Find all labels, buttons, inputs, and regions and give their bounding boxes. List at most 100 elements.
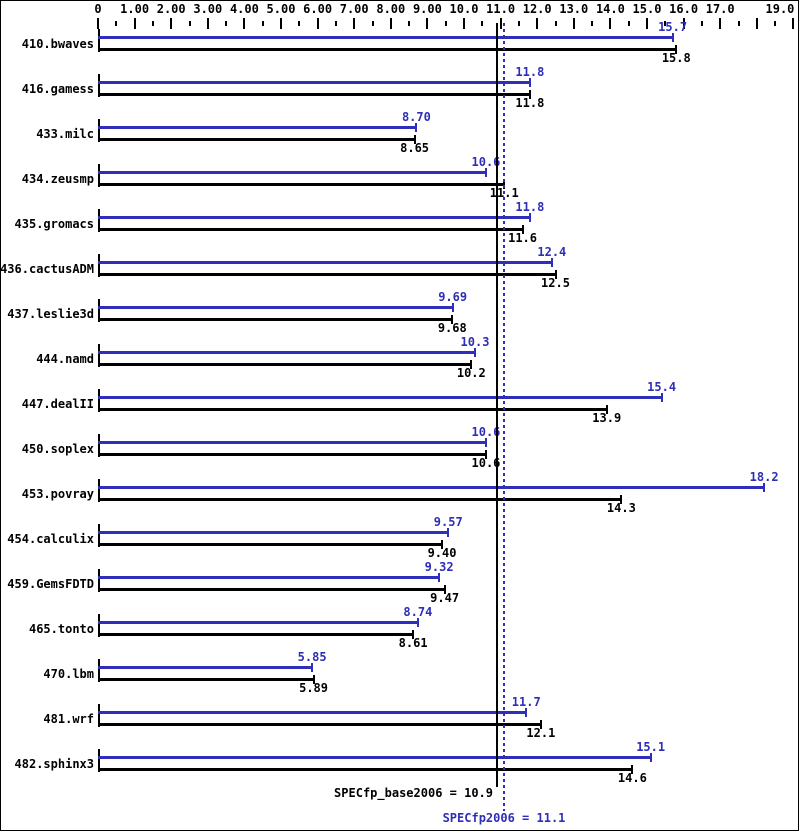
axis-major-tick [280, 18, 282, 29]
axis-minor-tick [225, 21, 228, 26]
row-baseline [98, 389, 100, 412]
axis-major-tick [389, 18, 392, 29]
axis-major-tick [755, 18, 758, 29]
base-bar-end-tick [441, 540, 444, 549]
benchmark-label: 481.wrf [43, 712, 94, 726]
peak-value-label: 9.69 [438, 290, 468, 304]
peak-value-label: 8.74 [403, 605, 433, 619]
benchmark-row: 435.gromacs 11.8 11.6 [1, 201, 798, 246]
axis-tick-label: 16.0 [669, 2, 699, 16]
row-baseline [98, 614, 100, 637]
axis-minor-tick [334, 21, 337, 26]
peak-bar-end-tick [415, 123, 418, 132]
peak-value-label: 11.7 [511, 695, 541, 709]
peak-value-label: 15.1 [636, 740, 666, 754]
peak-value-label: 9.32 [424, 560, 454, 574]
base-bar [98, 138, 415, 141]
axis-tick-label: 0 [94, 2, 102, 16]
benchmark-row: 453.povray 18.2 14.3 [1, 471, 798, 516]
axis-tick-label: 6.00 [303, 2, 333, 16]
base-value-label: 12.1 [526, 726, 556, 740]
base-bar [98, 453, 486, 456]
peak-value-label: 11.8 [515, 65, 545, 79]
axis-major-tick [572, 18, 575, 29]
benchmark-label: 450.soplex [21, 442, 94, 456]
peak-bar-end-tick [525, 708, 528, 717]
peak-value-label: 10.6 [471, 155, 501, 169]
base-bar [98, 678, 314, 681]
axis-minor-tick [298, 21, 301, 26]
base-bar [98, 543, 443, 546]
peak-mean-line [503, 23, 506, 811]
base-bar [98, 273, 556, 276]
benchmark-label: 459.GemsFDTD [7, 577, 94, 591]
base-value-label: 11.6 [508, 231, 537, 245]
axis-tick-label: 17.0 [705, 2, 735, 16]
row-baseline [98, 479, 100, 502]
base-bar-end-tick [443, 585, 446, 594]
axis-minor-tick [774, 21, 777, 26]
axis-minor-tick [371, 21, 374, 26]
base-bar [98, 318, 453, 321]
peak-bar [98, 126, 417, 129]
row-baseline [98, 254, 100, 277]
peak-bar [98, 666, 313, 669]
axis-major-tick [609, 18, 612, 29]
base-bar-end-tick [412, 630, 415, 639]
axis-tick-label: 19.0 [765, 2, 795, 16]
benchmark-label: 434.zeusmp [21, 172, 94, 186]
benchmark-label: 410.bwaves [21, 37, 94, 51]
benchmark-row: 436.cactusADM 12.4 12.5 [1, 246, 798, 291]
base-bar [98, 408, 607, 411]
axis-minor-tick [554, 21, 557, 26]
benchmark-label: 465.tonto [28, 622, 94, 636]
peak-bar [98, 756, 651, 759]
peak-bar [98, 351, 475, 354]
base-value-label: 14.3 [606, 501, 636, 515]
axis-tick-label: 13.0 [559, 2, 589, 16]
peak-bar-end-tick [484, 168, 487, 177]
axis-major-tick [243, 18, 246, 29]
peak-bar-end-tick [438, 573, 441, 582]
base-bar [98, 93, 530, 96]
axis-minor-tick [188, 21, 191, 26]
axis-tick-label: 4.00 [229, 2, 259, 16]
peak-bar [98, 486, 765, 489]
row-baseline [98, 209, 100, 232]
peak-bar-end-tick [528, 213, 531, 222]
axis-tick-label: 3.00 [193, 2, 223, 16]
benchmark-label: 470.lbm [43, 667, 94, 681]
axis-minor-tick [591, 21, 594, 26]
axis-major-tick [170, 18, 173, 29]
base-bar-end-tick [484, 450, 487, 459]
axis-tick-label: 12.0 [522, 2, 552, 16]
row-baseline [98, 434, 100, 457]
benchmark-label: 437.leslie3d [7, 307, 94, 321]
base-mean-line [495, 23, 498, 787]
axis-major-tick [97, 18, 99, 29]
row-baseline [98, 344, 100, 367]
peak-bar [98, 396, 662, 399]
base-bar-end-tick [620, 495, 623, 504]
peak-bar [98, 621, 418, 624]
peak-bar [98, 81, 530, 84]
benchmark-label: 453.povray [21, 487, 94, 501]
base-value-label: 13.9 [592, 411, 622, 425]
axis-minor-tick [664, 21, 667, 26]
benchmark-row: 447.dealII 15.4 13.9 [1, 381, 798, 426]
axis-major-tick [353, 18, 356, 29]
peak-bar-end-tick [528, 78, 531, 87]
axis-major-tick [206, 18, 209, 29]
peak-bar-end-tick [447, 528, 450, 537]
row-baseline [98, 704, 100, 727]
benchmark-label: 447.dealII [21, 397, 94, 411]
row-baseline [98, 659, 100, 682]
axis-major-tick [536, 18, 539, 29]
row-baseline [98, 74, 100, 97]
axis-tick-label: 9.00 [412, 2, 442, 16]
base-bar [98, 183, 505, 186]
peak-bar-end-tick [484, 438, 487, 447]
axis-minor-tick [627, 21, 630, 26]
